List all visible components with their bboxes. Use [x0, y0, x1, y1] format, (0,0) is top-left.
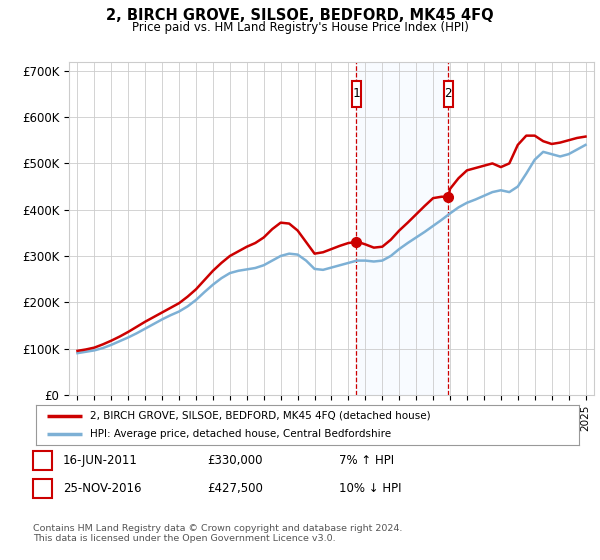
Text: 1: 1: [39, 454, 46, 467]
Text: 2: 2: [39, 482, 46, 495]
FancyBboxPatch shape: [352, 81, 361, 107]
Bar: [356, 62, 448, 395]
Text: 16-JUN-2011: 16-JUN-2011: [63, 454, 138, 467]
Text: 10% ↓ HPI: 10% ↓ HPI: [339, 482, 401, 495]
Text: 1: 1: [352, 87, 360, 100]
Text: Price paid vs. HM Land Registry's House Price Index (HPI): Price paid vs. HM Land Registry's House …: [131, 21, 469, 34]
Text: Contains HM Land Registry data © Crown copyright and database right 2024.
This d: Contains HM Land Registry data © Crown c…: [33, 524, 403, 543]
Text: 2, BIRCH GROVE, SILSOE, BEDFORD, MK45 4FQ (detached house): 2, BIRCH GROVE, SILSOE, BEDFORD, MK45 4F…: [91, 411, 431, 421]
FancyBboxPatch shape: [443, 81, 453, 107]
Text: £427,500: £427,500: [207, 482, 263, 495]
Text: HPI: Average price, detached house, Central Bedfordshire: HPI: Average price, detached house, Cent…: [91, 430, 391, 439]
Text: 7% ↑ HPI: 7% ↑ HPI: [339, 454, 394, 467]
Text: £330,000: £330,000: [207, 454, 263, 467]
Text: 2, BIRCH GROVE, SILSOE, BEDFORD, MK45 4FQ: 2, BIRCH GROVE, SILSOE, BEDFORD, MK45 4F…: [106, 8, 494, 24]
Text: 25-NOV-2016: 25-NOV-2016: [63, 482, 142, 495]
Text: 2: 2: [445, 87, 452, 100]
